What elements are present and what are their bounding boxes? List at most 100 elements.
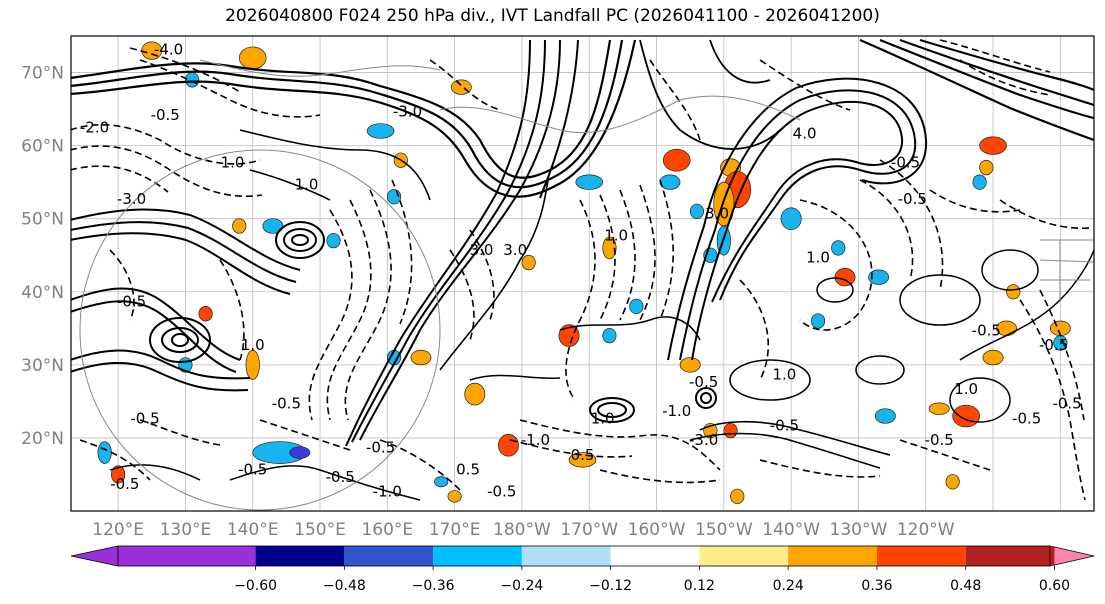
shade-blob: [945, 474, 960, 490]
contour-label: -0.5: [130, 409, 159, 427]
shade-blob: [730, 488, 745, 505]
contour-label: -0.5: [770, 417, 799, 435]
shade-blob: [232, 218, 247, 234]
shade-blob: [972, 174, 987, 190]
shade-blob: [111, 465, 126, 484]
colorbar-bin: [255, 546, 345, 566]
colorbar-tick-label: 0.48: [950, 578, 981, 594]
contour-label: 1.0: [772, 365, 796, 383]
lon-label: 160°W: [628, 520, 686, 540]
shade-blob: [834, 268, 856, 287]
contour-label: -1.0: [373, 482, 402, 500]
map-title: 2026040800 F024 250 hPa div., IVT Landfa…: [225, 6, 880, 26]
colorbar-tick-label: 0.24: [773, 578, 804, 594]
shade-blob: [447, 490, 462, 503]
colorbar-tick-label: −0.24: [500, 578, 543, 594]
latitude-labels: 70°N 60°N 50°N 40°N 30°N 20°N: [21, 64, 64, 449]
lat-label: 60°N: [21, 137, 64, 157]
contour-label: 0.5: [571, 446, 595, 464]
shade-blob: [979, 136, 1007, 155]
contour-label: -3.0: [117, 190, 146, 208]
shade-blob: [521, 254, 536, 271]
contour-label: -2.0: [80, 118, 109, 136]
colorbar-under: [70, 545, 119, 567]
lat-label: 20°N: [21, 429, 64, 449]
shade-blob: [245, 349, 260, 380]
shade-blob: [723, 422, 738, 439]
contour-label: -0.5: [898, 190, 927, 208]
colorbar-tick-label: 0.60: [1039, 578, 1070, 594]
shade-blob: [868, 269, 890, 285]
contour-label: -0.5: [1039, 336, 1068, 354]
shade-blob: [386, 189, 402, 205]
colorbar-bin: [344, 546, 434, 566]
contour-label: 1.0: [806, 249, 830, 267]
lon-label: 180°W: [493, 520, 551, 540]
lon-label: 150°E: [294, 520, 346, 540]
lon-label: 120°W: [897, 520, 955, 540]
contour-label: 4.0: [793, 124, 817, 142]
colorbar-tick-label: −0.60: [234, 578, 277, 594]
contour-label: -0.5: [326, 468, 355, 486]
lat-label: 40°N: [21, 283, 64, 303]
colorbar-bin: [699, 546, 789, 566]
shade-blob: [558, 324, 580, 347]
contour-label: 0.5: [456, 460, 480, 478]
shade-blob: [262, 218, 284, 234]
lon-label: 170°W: [560, 520, 618, 540]
shade-blob: [831, 240, 846, 256]
lat-label: 70°N: [21, 64, 64, 84]
shade-blob: [659, 174, 681, 190]
contour-label: 3.0: [503, 241, 527, 259]
lon-label: 130°E: [160, 520, 212, 540]
shade-blob: [575, 174, 604, 190]
colorbar-bin: [118, 546, 256, 566]
lon-label: 150°W: [695, 520, 753, 540]
shade-blob: [928, 402, 950, 415]
shade-blob: [689, 203, 704, 220]
contour-label: -1.0: [662, 402, 691, 420]
colorbar-tick-label: 0.36: [861, 578, 892, 594]
shade-blob: [602, 236, 617, 260]
lon-label: 160°E: [361, 520, 413, 540]
contour-label: -0.5: [366, 439, 395, 457]
lon-label: 170°E: [429, 520, 481, 540]
lon-label: 130°W: [830, 520, 888, 540]
contour-label: 3.0: [470, 241, 494, 259]
shade-blob: [982, 349, 1004, 366]
contour-label: -1.0: [521, 431, 550, 449]
map-frame: [70, 35, 1095, 512]
shade-blob: [185, 72, 200, 88]
divergence-contours: [71, 38, 1094, 501]
colorbar-bin: [610, 546, 700, 566]
colorbar-tick-label: −0.48: [323, 578, 366, 594]
colorbar-bin: [788, 546, 877, 566]
contour-label: 1.0: [604, 227, 628, 245]
shade-blob: [979, 159, 994, 176]
contour-label: -0.5: [487, 482, 516, 500]
shade-blob: [410, 349, 432, 366]
contour-label: -0.5: [110, 475, 139, 493]
shade-blob: [326, 232, 341, 249]
colorbar-tick-label: −0.12: [589, 578, 632, 594]
shade-blob: [952, 404, 980, 428]
colorbar-tick-label: 0.12: [684, 578, 715, 594]
contour-label: -3.0: [393, 102, 422, 120]
colorbar-bin: [876, 546, 966, 566]
contour-label: -4.0: [154, 40, 183, 58]
lon-label: 140°W: [762, 520, 820, 540]
contour-label: -0.5: [1012, 409, 1041, 427]
contour-label: 3.0: [705, 205, 729, 223]
ivt-shading: [97, 41, 1071, 505]
colorbar-over: [1049, 545, 1095, 567]
colorbar-bin: [965, 546, 1055, 566]
colorbar-bin: [433, 546, 522, 566]
longitude-labels: 120°E 130°E 140°E 150°E 160°E 170°E 180°W 170°W…: [92, 520, 955, 540]
contour-label: -0.5: [117, 292, 146, 310]
contour-label: 1.0: [591, 409, 615, 427]
shade-blob: [679, 357, 701, 373]
shade-blob: [366, 123, 395, 139]
shade-blob: [810, 313, 826, 329]
coastlines: [79, 59, 1094, 511]
